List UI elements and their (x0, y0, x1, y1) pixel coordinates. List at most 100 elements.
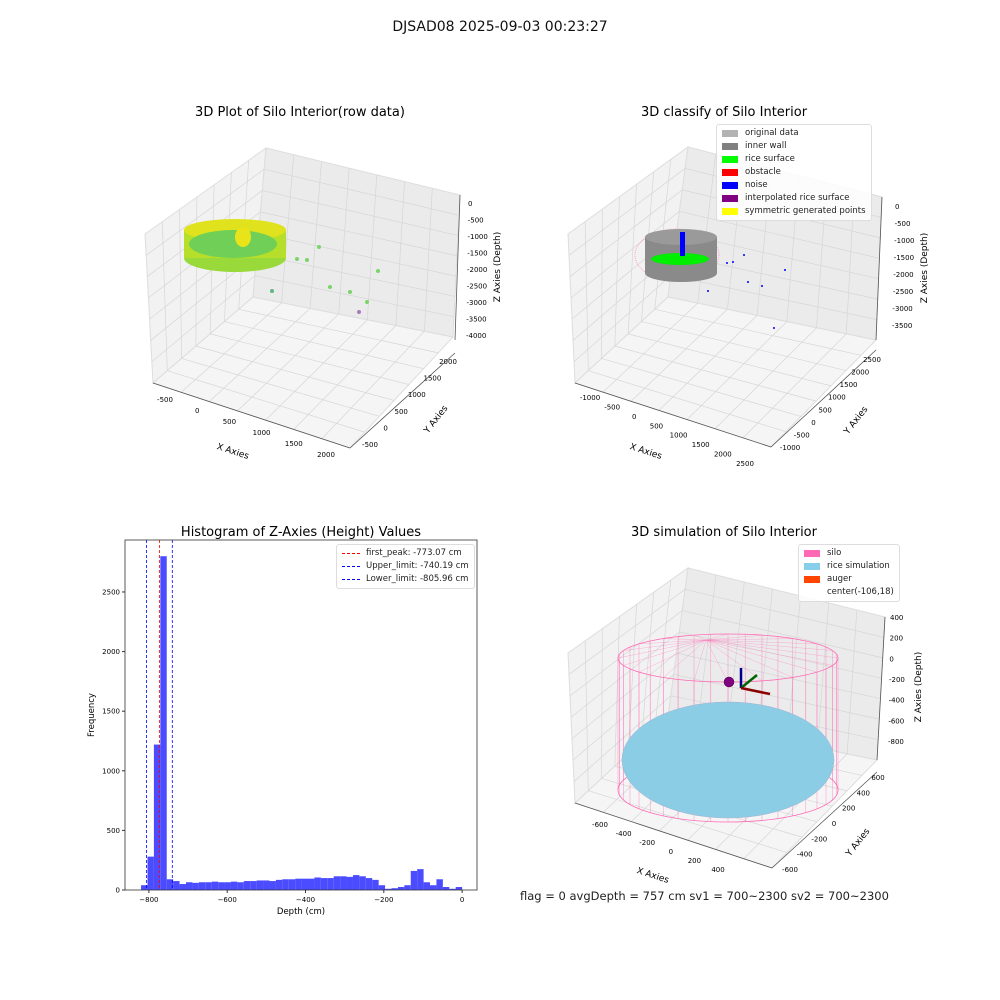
y-axis-label: Frequency (87, 693, 97, 737)
grid-line (685, 588, 884, 638)
y-axis-label: Y Axies (422, 404, 451, 437)
rice-simulation-surface (621, 701, 835, 819)
silo-roof-line (663, 639, 707, 678)
legend-item: symmetric generated points (722, 205, 866, 218)
grid-line (679, 210, 880, 259)
grid-line (180, 302, 282, 393)
x-tick-label: 1500 (285, 440, 303, 448)
x-tick-label: 500 (223, 418, 236, 426)
legend-simulation: silo rice simulation auger center(-106,18) (798, 544, 900, 602)
x-tick-label: −400 (296, 896, 315, 904)
z-tick-label: -1000 (894, 237, 914, 245)
plot-3d-raw: 3D Plot of Silo Interior(row data) -500 0… (144, 105, 503, 462)
x-tick-label: -500 (604, 403, 620, 411)
histogram-bar (417, 869, 424, 890)
legend-swatch (722, 143, 738, 150)
grid-line (238, 308, 439, 354)
grid-line (588, 790, 788, 853)
histogram-bar (160, 556, 167, 890)
legend-label: symmetric generated points (745, 206, 866, 216)
grid-line (658, 315, 758, 411)
silo-roof-line (663, 638, 707, 641)
histogram-bar (295, 878, 302, 890)
z-tick-label: -3000 (892, 305, 912, 313)
z-tick-label: -500 (468, 217, 484, 225)
grid-line (321, 331, 425, 439)
y-tick-label: 1500 (102, 708, 120, 716)
silo-roof-line (705, 633, 729, 641)
legend-label: silo (827, 548, 842, 558)
z-axis-label: Z Axies (Depth) (920, 233, 930, 304)
grid-line (584, 221, 589, 371)
z-tick-label: 200 (890, 635, 903, 643)
silo-roof-line (693, 634, 707, 641)
y-tick-label: 0 (811, 419, 815, 427)
histogram-bar (449, 888, 456, 890)
silo-roof-line (623, 639, 707, 651)
outlier-point (357, 310, 361, 314)
grid-line (682, 610, 883, 659)
histogram-bar (205, 882, 212, 890)
y-tick-label: -1000 (780, 444, 800, 452)
grid-line (338, 168, 350, 315)
legend-item: inner wall (722, 140, 866, 153)
legend-swatch (722, 208, 738, 215)
histogram-bar (455, 887, 463, 890)
histogram-bar (378, 885, 386, 890)
grid-line (570, 211, 680, 299)
histogram-bar (410, 870, 418, 890)
grid-line (254, 275, 455, 318)
histogram-bar (359, 876, 366, 890)
histogram-bar (397, 887, 405, 890)
outlier-point (365, 300, 369, 304)
legend-item: Lower_limit: -805.96 cm (342, 573, 469, 586)
histogram-bar (179, 884, 187, 890)
x-axis-label: X Axies (215, 442, 250, 462)
grid-line (195, 197, 198, 347)
z-axis-line (876, 616, 886, 761)
z-tick-label: -800 (888, 738, 904, 746)
grid-line (209, 308, 311, 402)
histogram-bar (442, 887, 450, 890)
legend-item: interpolated rice surface (722, 192, 866, 205)
z-tick-label: -400 (889, 697, 905, 705)
grid-line (395, 181, 405, 326)
auger-y-arrow (740, 674, 758, 689)
y-tick-label: 2500 (863, 356, 881, 364)
silo-roof-line (617, 639, 707, 659)
grid-line (697, 574, 717, 724)
grid-line (614, 616, 620, 767)
grid-line (167, 370, 365, 433)
grid-line (293, 325, 397, 430)
y-axis-line (770, 349, 877, 448)
x-axis-line (574, 382, 772, 448)
z-tick-label: -1000 (468, 233, 488, 241)
y-tick-label: 2000 (102, 648, 120, 656)
histogram-bar (141, 885, 148, 890)
x-tick-label: -500 (157, 396, 173, 404)
x-tick-label: 200 (688, 857, 701, 865)
rice-surface (651, 253, 709, 265)
silo-roof-line (705, 639, 833, 666)
noise-point (732, 261, 734, 263)
grid-line (588, 370, 787, 433)
legend-item: auger (804, 573, 894, 586)
histogram-bar (391, 888, 398, 890)
legend-swatch (342, 553, 360, 554)
legend-swatch (722, 156, 738, 163)
legend-classify: original data inner wall rice surface obsta… (716, 124, 872, 221)
silo-roof-line (623, 639, 707, 666)
legend-item: center(-106,18) (804, 586, 894, 599)
grid-line (568, 168, 686, 256)
silo-roof-line (705, 639, 729, 683)
x-tick-label: −800 (139, 896, 158, 904)
grid-line (258, 232, 457, 277)
grid-line (614, 345, 817, 402)
histogram-bar (153, 744, 161, 890)
x-tick-label: 500 (650, 422, 663, 430)
histogram-bar (385, 888, 392, 890)
rice-simulation-mesh (621, 701, 835, 819)
outlier-point (317, 245, 321, 249)
z-tick-label: 0 (468, 200, 472, 208)
grid-line (570, 631, 680, 718)
